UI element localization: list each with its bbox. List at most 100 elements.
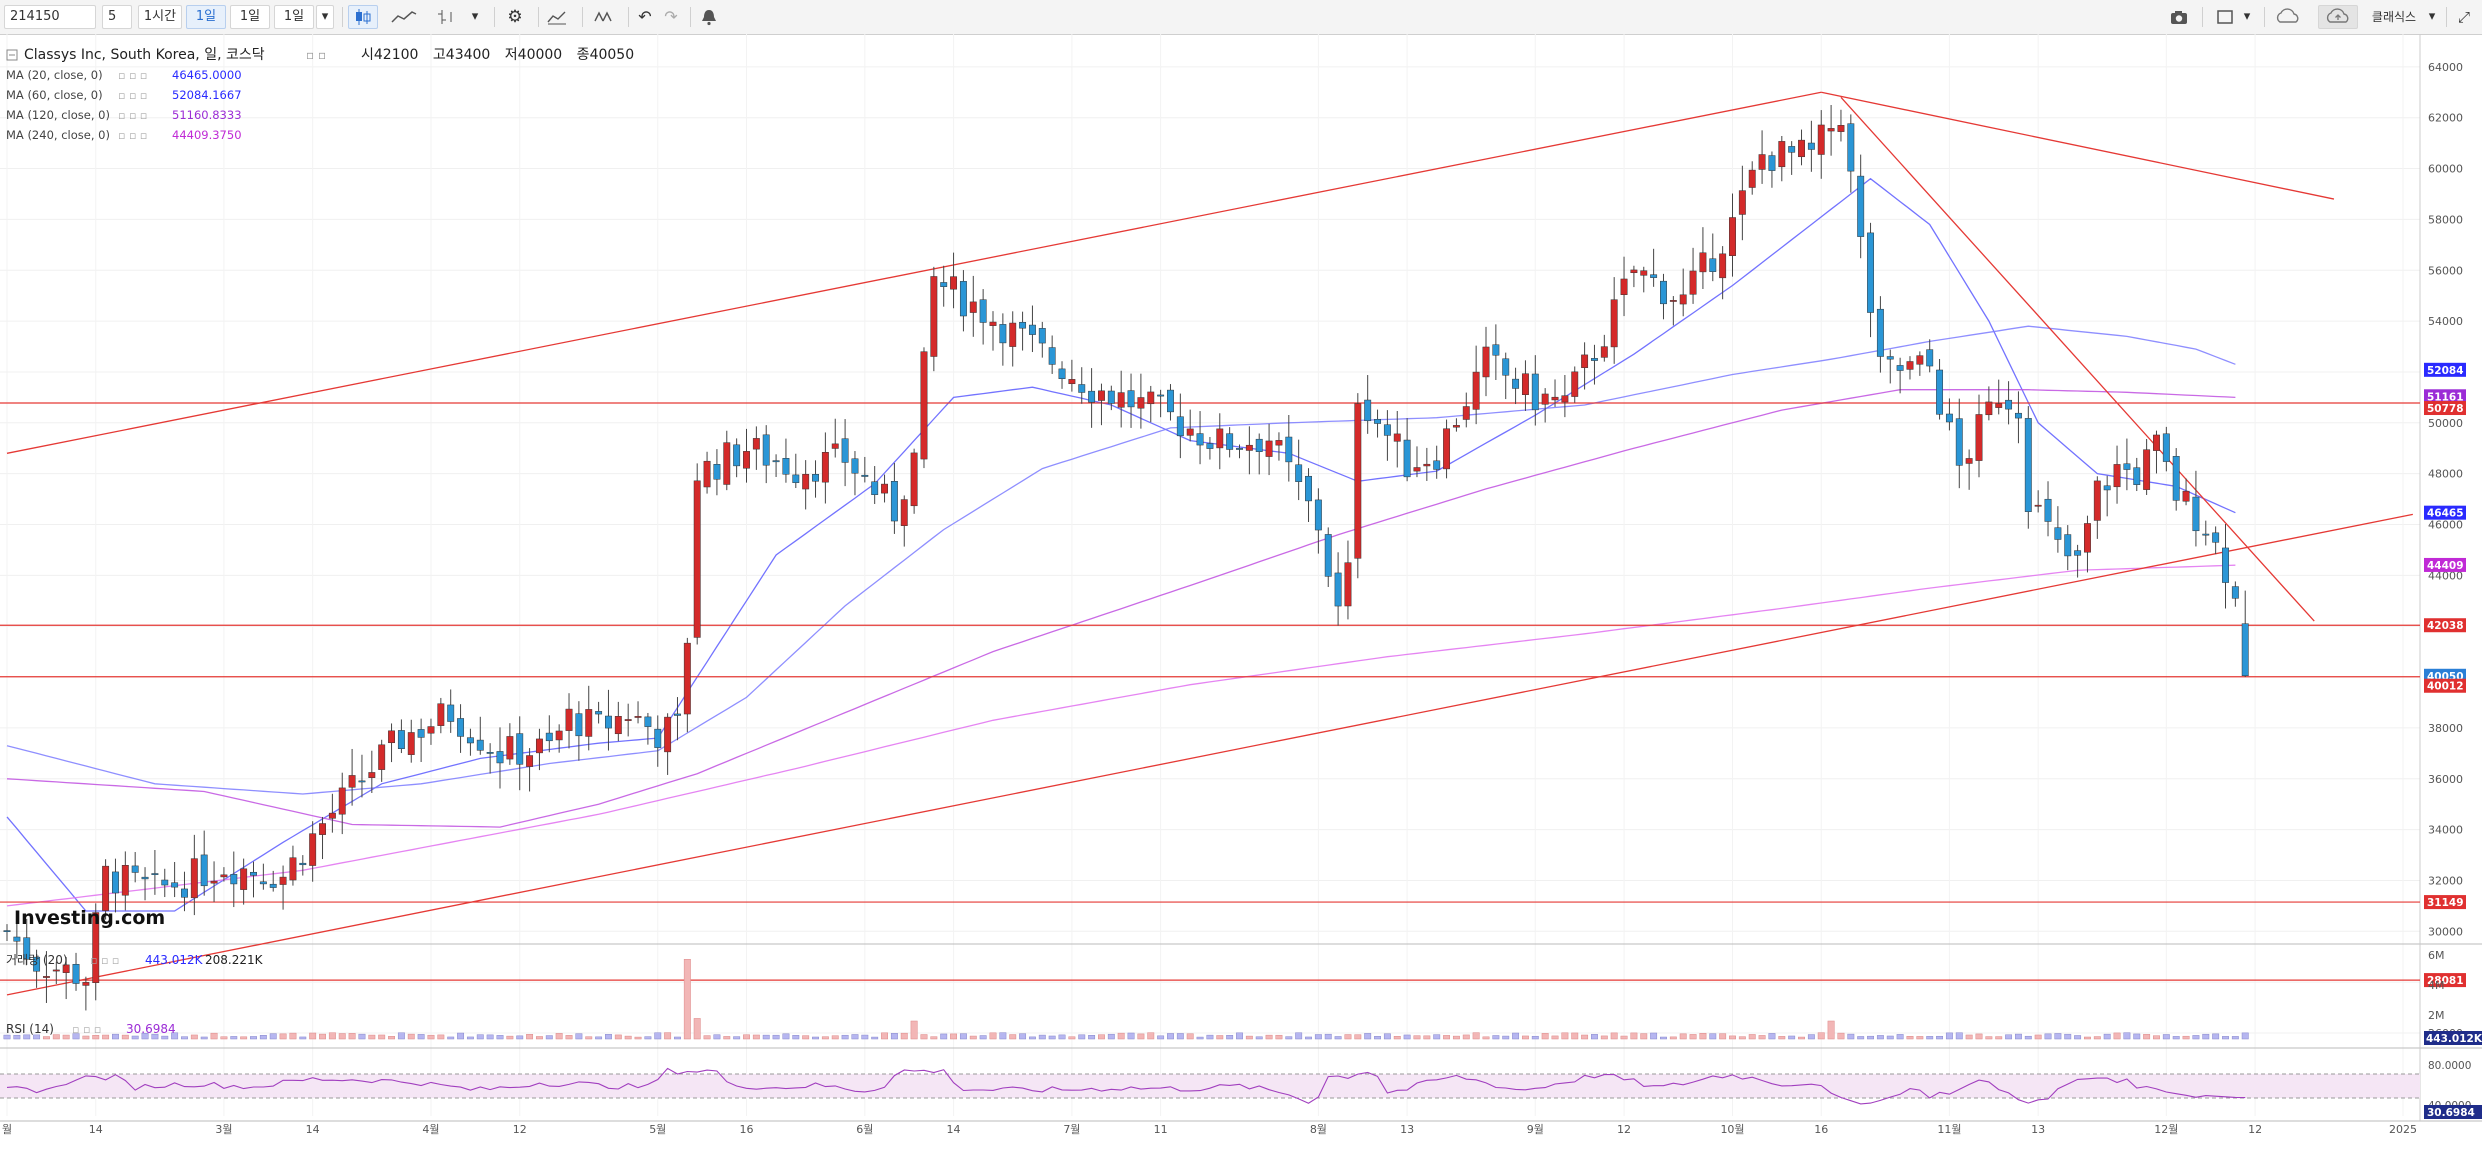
price-tick-label: 60000	[2428, 163, 2463, 176]
volume-tick-2m: 2M	[2428, 1009, 2445, 1022]
collapse-legend-icon[interactable]	[6, 49, 18, 61]
panel-separators	[0, 34, 2482, 1122]
cloud-save-icon[interactable]	[2318, 5, 2358, 29]
candle-body	[269, 883, 277, 888]
layout-dropdown-icon[interactable]: ▾	[2243, 9, 2251, 24]
candle-body	[486, 752, 494, 754]
candlestick-type-icon[interactable]	[348, 5, 378, 29]
candle-body	[693, 480, 701, 638]
price-badge-box	[2424, 557, 2466, 572]
volume-bar	[703, 1035, 711, 1040]
volume-bar	[1009, 1034, 1017, 1040]
interval-dropdown-icon[interactable]: ▾	[316, 5, 334, 29]
interval-button-3[interactable]: 1일	[274, 5, 314, 29]
candle-body	[1117, 392, 1125, 408]
volume-bar	[624, 1035, 632, 1040]
candle-body	[1068, 379, 1076, 385]
fullscreen-icon[interactable]: ⤢	[2457, 8, 2470, 26]
undo-icon[interactable]: ↶	[638, 7, 652, 26]
candle-body	[121, 865, 129, 896]
candle-body	[2153, 434, 2160, 451]
language-dropdown-icon[interactable]: ▾	[2428, 9, 2436, 24]
volume-bar	[654, 1032, 662, 1040]
candle-body	[1423, 463, 1431, 467]
price-tick-label: 50000	[2428, 417, 2463, 430]
volume-bar	[1591, 1034, 1598, 1040]
volume-bar	[1285, 1036, 1293, 1040]
candle-body	[1147, 391, 1155, 405]
alert-icon[interactable]	[694, 5, 724, 29]
toolbar-divider	[342, 7, 343, 27]
legend-settings-icons[interactable]: ▫ ▫	[306, 48, 326, 62]
candle-body	[52, 969, 60, 972]
compare-icon[interactable]	[588, 5, 618, 29]
bar-type-icon[interactable]	[432, 5, 462, 29]
candle-body	[417, 729, 425, 738]
candle-body	[230, 874, 238, 885]
volume-bar	[62, 1034, 70, 1040]
line-type-icon[interactable]	[384, 5, 424, 29]
toolbar-divider	[2446, 7, 2447, 27]
candle-body	[33, 956, 41, 972]
ohlc-high-value: 43400	[446, 47, 491, 63]
moving-average-line	[6, 564, 2236, 907]
indicators-icon[interactable]	[542, 5, 572, 29]
volume-bar	[388, 1036, 395, 1040]
candle-body	[950, 276, 958, 290]
volume-bar	[2192, 1035, 2200, 1040]
volume-bar	[2153, 1035, 2160, 1040]
candle-body	[1344, 562, 1352, 607]
volume-bar	[1176, 1033, 1184, 1040]
interval-button-2[interactable]: 1일	[230, 5, 270, 29]
settings-gear-icon[interactable]: ⚙	[507, 7, 523, 27]
rsi-settings-icons[interactable]: ▫ ▫ ▫	[72, 1023, 101, 1036]
redo-icon[interactable]: ↷	[664, 7, 678, 26]
chart-type-dropdown-icon[interactable]: ▾	[471, 9, 479, 24]
price-badge-box	[2424, 973, 2466, 988]
volume-bar	[447, 1036, 455, 1040]
volume-bar	[1827, 1020, 1835, 1040]
candle-body	[1985, 401, 1993, 416]
volume-bar	[959, 1033, 967, 1040]
candle-body	[358, 780, 366, 783]
volume-bar	[979, 1035, 987, 1040]
camera-icon[interactable]	[2162, 5, 2196, 29]
volume-bar	[2123, 1032, 2131, 1040]
indicator-settings-icons[interactable]: ▫ ▫ ▫	[118, 69, 147, 82]
volume-bar	[1275, 1034, 1283, 1040]
candle-body	[259, 881, 267, 885]
cloud-load-icon[interactable]	[2268, 5, 2308, 29]
candle-body	[1669, 300, 1677, 302]
candle-body	[1689, 270, 1697, 295]
interval-button-0[interactable]: 1시간	[138, 5, 182, 29]
volume-bar	[752, 1034, 760, 1040]
volume-bar	[1393, 1036, 1401, 1040]
candle-body	[1541, 393, 1549, 405]
interval-input[interactable]: 5	[102, 5, 132, 29]
price-chart[interactable]: 2600028000300003200034000360003800040000…	[0, 34, 2482, 1163]
price-badge-text: 51161	[2427, 391, 2464, 403]
volume-settings-icons[interactable]: ▫ ▫ ▫	[90, 954, 119, 967]
indicator-settings-icons[interactable]: ▫ ▫ ▫	[118, 129, 147, 142]
symbol-input[interactable]: 214150	[4, 5, 96, 29]
language-button[interactable]: 클래식스	[2371, 10, 2417, 24]
candle-body	[1945, 413, 1953, 423]
candle-body	[1827, 128, 1835, 132]
candle-body	[2231, 586, 2239, 599]
layout-icon[interactable]	[2210, 5, 2240, 29]
indicator-settings-icons[interactable]: ▫ ▫ ▫	[118, 109, 147, 122]
time-tick-label: 14	[89, 1123, 103, 1136]
volume-bar	[1945, 1032, 1953, 1040]
volume-bar	[1738, 1036, 1746, 1040]
indicator-settings-icons[interactable]: ▫ ▫ ▫	[118, 89, 147, 102]
volume-bar	[33, 1034, 41, 1040]
volume-bar	[575, 1033, 583, 1040]
volume-bar	[526, 1034, 534, 1040]
legend-ohlc: 시42100 고43400 저40000 종40050	[361, 47, 634, 63]
price-tick-label: 32000	[2428, 874, 2463, 887]
candle-body	[881, 483, 888, 494]
candle-body	[102, 865, 110, 911]
price-tick-label: 56000	[2428, 264, 2463, 277]
interval-button-1[interactable]: 1일	[186, 5, 226, 29]
volume-bar	[1512, 1032, 1520, 1040]
